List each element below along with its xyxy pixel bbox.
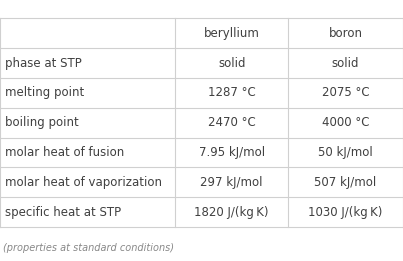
Text: boiling point: boiling point xyxy=(5,116,79,129)
Text: solid: solid xyxy=(218,57,245,69)
Text: specific heat at STP: specific heat at STP xyxy=(5,206,121,219)
Text: 4000 °C: 4000 °C xyxy=(322,116,369,129)
Text: 297 kJ/mol: 297 kJ/mol xyxy=(200,176,263,189)
Text: 2470 °C: 2470 °C xyxy=(208,116,256,129)
Text: 50 kJ/mol: 50 kJ/mol xyxy=(318,146,373,159)
Text: 2075 °C: 2075 °C xyxy=(322,86,370,99)
Text: 1287 °C: 1287 °C xyxy=(208,86,256,99)
Text: molar heat of vaporization: molar heat of vaporization xyxy=(5,176,162,189)
Text: 1030 J/(kg K): 1030 J/(kg K) xyxy=(308,206,383,219)
Text: solid: solid xyxy=(332,57,359,69)
Text: 507 kJ/mol: 507 kJ/mol xyxy=(314,176,377,189)
Text: boron: boron xyxy=(328,27,363,40)
Text: (properties at standard conditions): (properties at standard conditions) xyxy=(3,243,174,253)
Text: melting point: melting point xyxy=(5,86,84,99)
Text: phase at STP: phase at STP xyxy=(5,57,81,69)
Text: molar heat of fusion: molar heat of fusion xyxy=(5,146,124,159)
Text: 1820 J/(kg K): 1820 J/(kg K) xyxy=(195,206,269,219)
Text: 7.95 kJ/mol: 7.95 kJ/mol xyxy=(199,146,265,159)
Text: beryllium: beryllium xyxy=(204,27,260,40)
